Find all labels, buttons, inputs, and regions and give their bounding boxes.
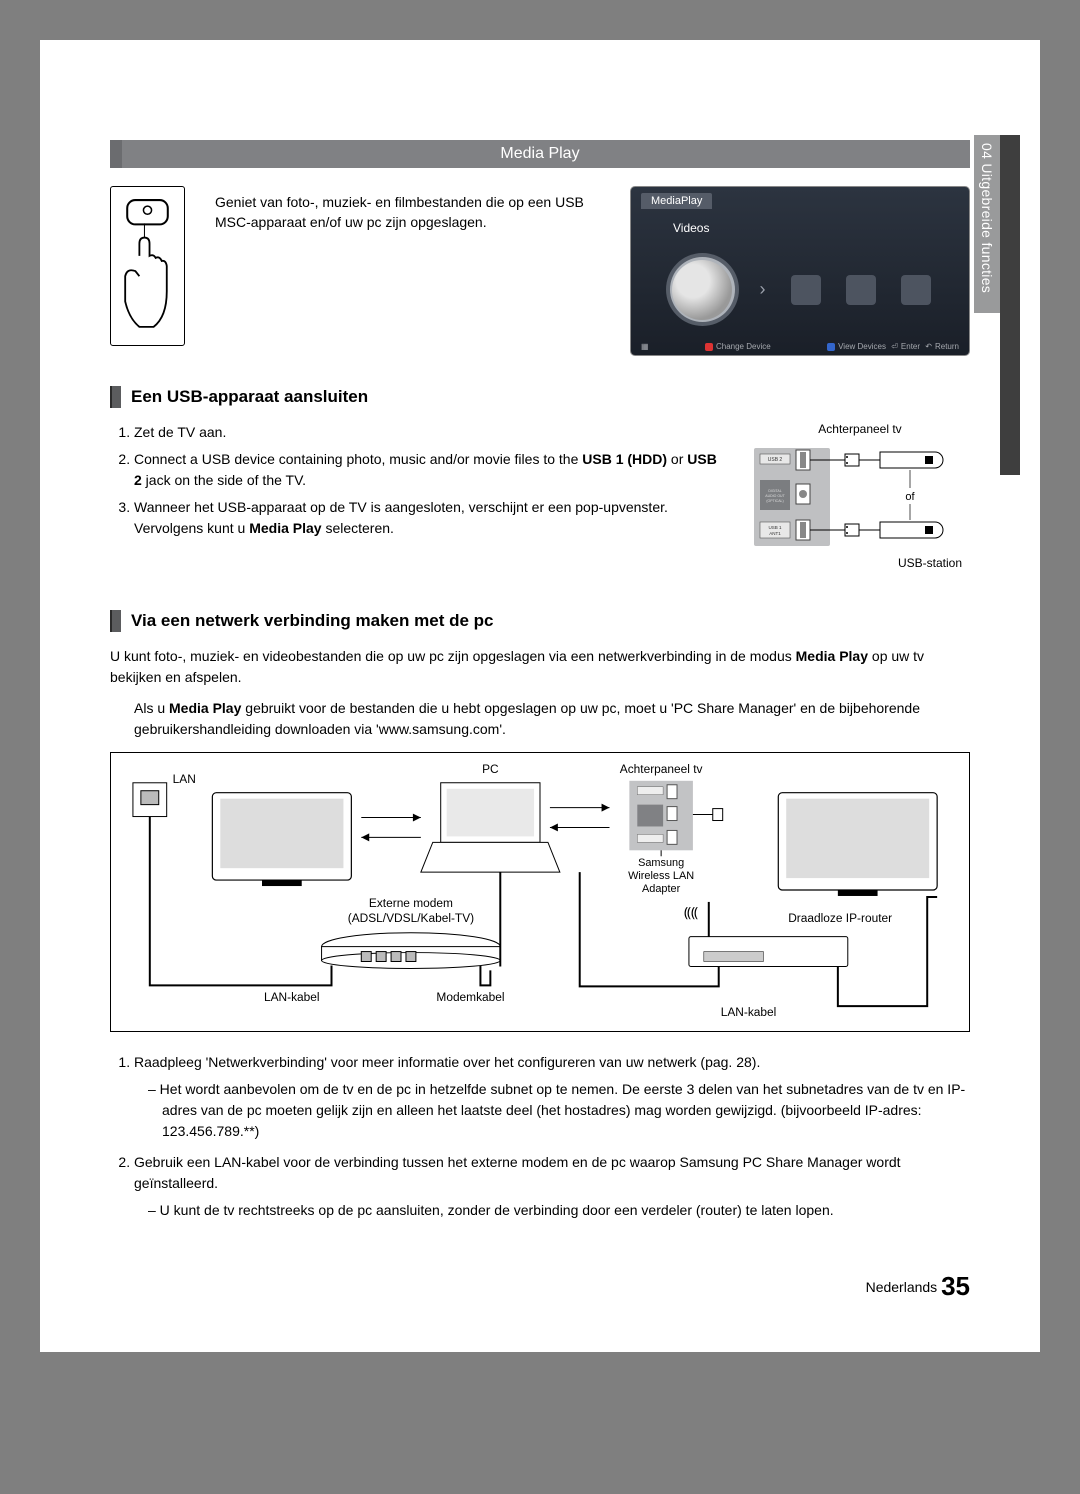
hand-touch-icon	[110, 186, 185, 346]
intro-row: Geniet van foto-, muziek- en filmbestand…	[110, 186, 970, 356]
d-button-label: View Devices	[838, 342, 886, 351]
svg-text:Adapter: Adapter	[642, 883, 681, 895]
network-diagram: LAN PC Achterpaneel tv	[110, 752, 970, 1032]
list-item: Connect a USB device containing photo, m…	[134, 449, 720, 491]
side-dark-strip	[1000, 135, 1020, 475]
media-tab: MediaPlay	[641, 193, 712, 209]
a-button-label: Change Device	[716, 342, 771, 351]
list-item: Wanneer het USB-apparaat op de TV is aan…	[134, 497, 720, 539]
network-heading: Via een netwerk verbinding maken met de …	[110, 610, 970, 632]
network-note: Als u Media Play gebruikt voor de bestan…	[134, 698, 970, 740]
return-label: Return	[935, 342, 959, 351]
list-item: Raadpleeg 'Netwerkverbinding' voor meer …	[134, 1052, 970, 1142]
page-footer: Nederlands 35	[110, 1271, 970, 1302]
svg-text:Draadloze IP-router: Draadloze IP-router	[788, 911, 892, 925]
settings-thumb-icon	[901, 275, 931, 305]
intro-text: Geniet van foto-, muziek- en filmbestand…	[215, 186, 600, 356]
or-label: of	[905, 491, 915, 503]
svg-text:LAN-kabel: LAN-kabel	[264, 990, 320, 1004]
network-intro: U kunt foto-, muziek- en videobestanden …	[110, 646, 970, 688]
d-button-icon	[827, 343, 835, 351]
svg-text:Wireless LAN: Wireless LAN	[628, 870, 694, 882]
svg-text:LAN: LAN	[173, 772, 196, 786]
svg-text:AUDIO OUT: AUDIO OUT	[765, 494, 785, 498]
usb-station-label: USB-station	[750, 556, 970, 570]
page-number: 35	[941, 1271, 970, 1301]
a-button-icon	[705, 343, 713, 351]
chevron-right-icon: ›	[760, 279, 766, 300]
media-play-screenshot: MediaPlay Videos › ▦ Change Device View …	[630, 186, 970, 356]
usb-heading: Een USB-apparaat aansluiten	[110, 386, 970, 408]
dash-note: – U kunt de tv rechtstreeks op de pc aan…	[148, 1200, 970, 1221]
svg-text:Achterpaneel tv: Achterpaneel tv	[620, 762, 703, 776]
enter-label: Enter	[901, 342, 920, 351]
selected-category: Videos	[673, 221, 959, 235]
footer-language: Nederlands	[866, 1279, 938, 1295]
dash-note: – Het wordt aanbevolen om de tv en de pc…	[148, 1079, 970, 1142]
usb-steps-list: Zet de TV aan. Connect a USB device cont…	[110, 422, 720, 570]
thumbnail-row: ›	[641, 241, 959, 338]
svg-text:(ADSL/VDSL/Kabel-TV): (ADSL/VDSL/Kabel-TV)	[348, 911, 474, 925]
svg-text:Externe modem: Externe modem	[369, 896, 453, 910]
usb-connection-row: Zet de TV aan. Connect a USB device cont…	[110, 422, 970, 570]
svg-text:USB 1: USB 1	[768, 525, 782, 530]
svg-text:DIGITAL: DIGITAL	[768, 489, 781, 493]
section-title-bar: Media Play	[110, 140, 970, 168]
list-item: Gebruik een LAN-kabel voor de verbinding…	[134, 1152, 970, 1221]
svg-text:Samsung: Samsung	[638, 857, 684, 869]
network-heading-text: Via een netwerk verbinding maken met de …	[131, 611, 493, 631]
rear-panel-diagram: Achterpaneel tv USB 2 DIGITAL AUDIO OUT …	[750, 422, 970, 570]
usb2-port-label: USB 2	[768, 457, 783, 463]
svg-text:LAN-kabel: LAN-kabel	[721, 1005, 777, 1019]
sum-icon: ▦	[641, 342, 649, 351]
rear-panel-label: Achterpaneel tv	[750, 422, 970, 436]
svg-text:PC: PC	[482, 762, 499, 776]
video-reel-icon	[670, 257, 735, 322]
manual-page: 04 Uitgebreide functies Media Play Genie…	[40, 40, 1040, 1352]
list-item: Zet de TV aan.	[134, 422, 720, 443]
media-bottom-bar: ▦ Change Device View Devices ⏎ Enter ↶ R…	[641, 338, 959, 351]
photo-thumb-icon	[846, 275, 876, 305]
svg-text:(OPTICAL): (OPTICAL)	[766, 499, 783, 503]
usb-heading-text: Een USB-apparaat aansluiten	[131, 387, 368, 407]
svg-text:⸨⸨: ⸨⸨	[684, 904, 698, 920]
music-thumb-icon	[791, 275, 821, 305]
network-steps-list: Raadpleeg 'Netwerkverbinding' voor meer …	[110, 1052, 970, 1221]
svg-text:Modemkabel: Modemkabel	[436, 990, 504, 1004]
section-title: Media Play	[500, 145, 579, 162]
svg-text:ANT1: ANT1	[769, 531, 781, 536]
side-tab: 04 Uitgebreide functies	[974, 135, 1000, 313]
